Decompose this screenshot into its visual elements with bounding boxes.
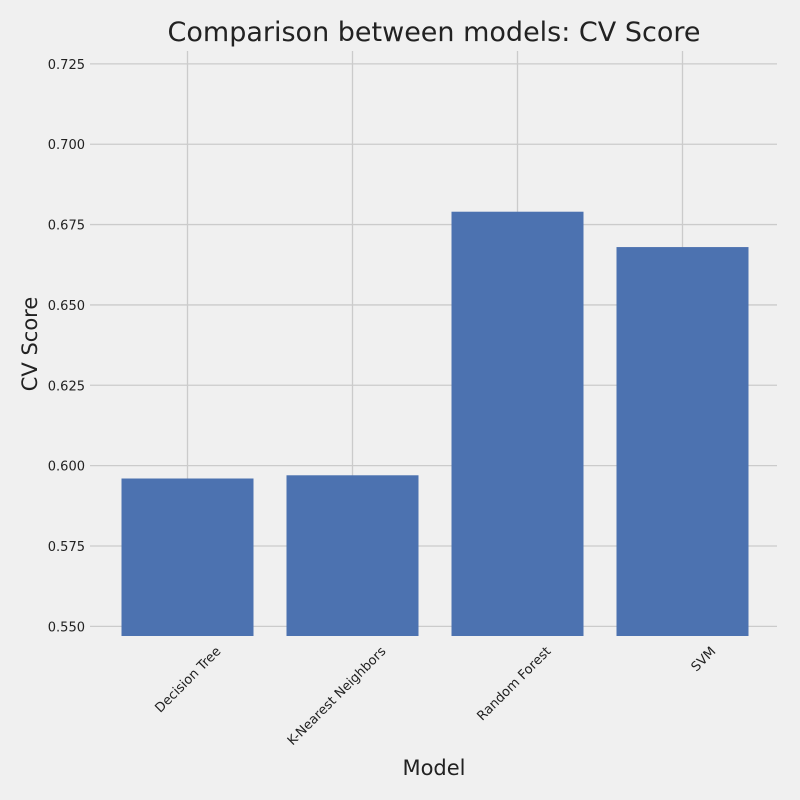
bar-k-nearest-neighbors	[286, 475, 419, 636]
bars	[121, 211, 749, 637]
bar-decision-tree	[121, 478, 254, 636]
x-tick-label: SVM	[689, 644, 720, 675]
y-tick-label: 0.575	[48, 540, 85, 555]
y-tick-labels: 0.550 0.575 0.600 0.625 0.650 0.675 0.700 0.725	[48, 58, 85, 635]
x-tick-labels: Decision Tree K-Nearest Neighbors Random F…	[153, 644, 720, 749]
bar-svm	[616, 247, 749, 637]
y-axis-label: CV Score	[18, 297, 42, 392]
x-axis-label: Model	[402, 756, 465, 780]
x-tick-label: Decision Tree	[153, 644, 225, 716]
x-tick-label: K-Nearest Neighbors	[285, 644, 390, 749]
y-tick-label: 0.650	[48, 299, 85, 314]
x-tick-label: Random Forest	[475, 644, 555, 724]
y-tick-label: 0.550	[48, 620, 85, 635]
y-tick-label: 0.600	[48, 460, 85, 475]
y-tick-label: 0.625	[48, 379, 85, 394]
bar-random-forest	[451, 211, 584, 636]
y-tick-label: 0.725	[48, 58, 85, 73]
y-tick-label: 0.700	[48, 138, 85, 153]
chart-title: Comparison between models: CV Score	[168, 17, 701, 48]
y-tick-label: 0.675	[48, 219, 85, 234]
